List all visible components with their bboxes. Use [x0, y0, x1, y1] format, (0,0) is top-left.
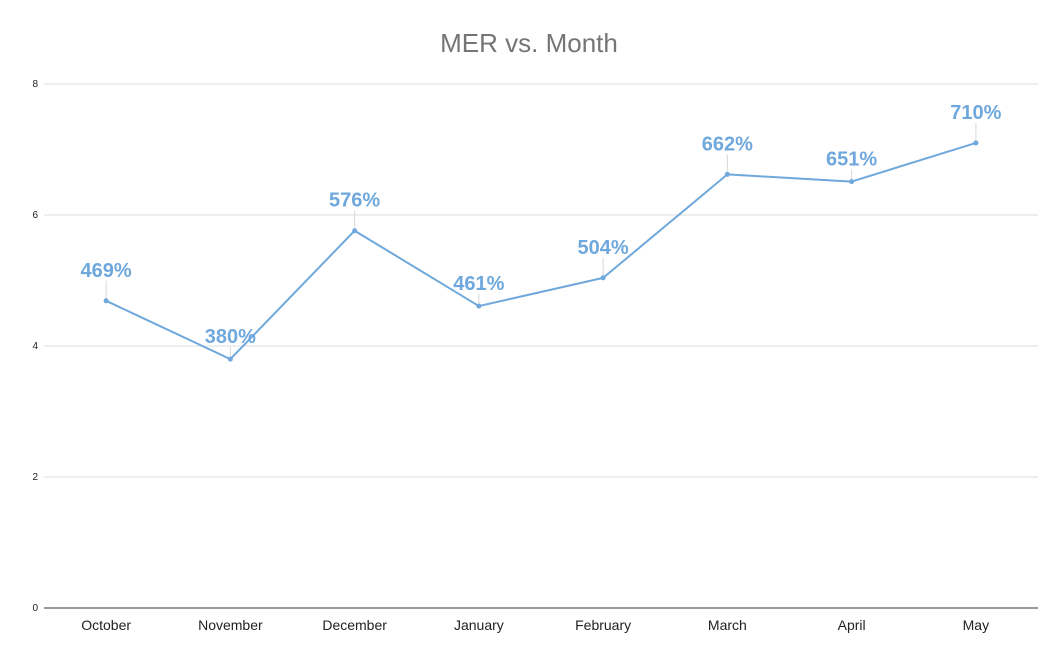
data-point	[849, 179, 855, 185]
series-layer	[105, 141, 977, 361]
x-axis-tick-labels: October November December January February Ma…	[81, 617, 989, 633]
y-tick-label: 0	[32, 603, 38, 614]
y-tick-label: 6	[32, 210, 38, 221]
data-label: 662%	[702, 133, 753, 155]
data-point	[724, 171, 730, 177]
data-point	[973, 140, 979, 146]
chart-title: MER vs. Month	[440, 28, 618, 58]
data-points	[103, 140, 979, 362]
data-label: 461%	[453, 273, 504, 295]
y-tick-label: 8	[32, 79, 38, 90]
data-point	[103, 298, 109, 304]
data-point	[227, 356, 233, 362]
x-tick-label: May	[963, 617, 989, 633]
y-axis-tick-labels: 0 2 4 6 8	[32, 79, 38, 614]
x-tick-label: December	[322, 617, 387, 633]
data-point	[352, 228, 358, 234]
y-tick-label: 2	[32, 472, 38, 483]
data-labels: 469% 380% 576% 461% 504% 662% 651% 710%	[81, 102, 1002, 348]
data-label: 504%	[578, 237, 629, 259]
data-label: 469%	[81, 260, 132, 282]
x-tick-label: November	[198, 617, 263, 633]
x-tick-label: January	[454, 617, 504, 633]
data-label: 380%	[205, 326, 256, 348]
gridlines	[44, 83, 1038, 478]
x-tick-label: April	[838, 617, 866, 633]
y-tick-label: 4	[32, 341, 38, 352]
data-point	[476, 303, 482, 309]
x-tick-label: March	[708, 617, 747, 633]
data-label: 576%	[329, 190, 380, 212]
x-tick-label: October	[81, 617, 131, 633]
x-tick-label: February	[575, 617, 631, 633]
data-point	[600, 275, 606, 281]
data-label: 651%	[826, 149, 877, 171]
data-label: 710%	[950, 102, 1001, 124]
series-line	[105, 141, 977, 361]
